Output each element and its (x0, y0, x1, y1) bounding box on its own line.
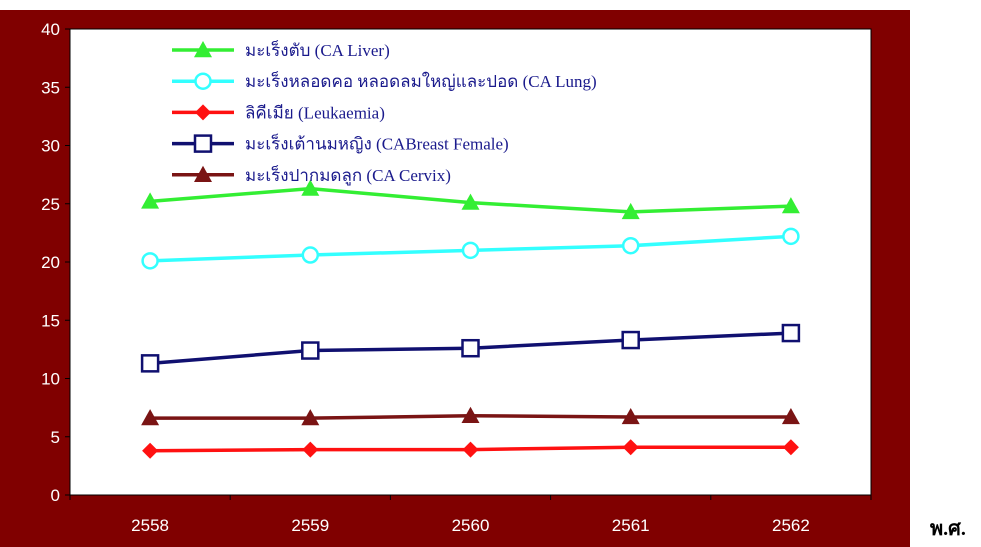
legend-label: มะเร็งเต้านมหญิง (CABreast Female) (245, 133, 509, 154)
legend-label: มะเร็งตับ (CA Liver) (245, 39, 390, 60)
data-point (461, 406, 480, 423)
data-point (141, 192, 160, 209)
legend-item: มะเร็งตับ (CA Liver) (172, 39, 390, 60)
data-point (461, 338, 480, 358)
legend-label: มะเร็งหลอดคอ หลอดลมใหญ่และปอด (CA Lung) (245, 70, 597, 91)
y-tick-label: 25 (41, 195, 60, 214)
legend-item: มะเร็งหลอดคอ หลอดลมใหญ่และปอด (CA Lung) (172, 70, 597, 91)
data-point (622, 439, 639, 456)
legend-marker (194, 72, 212, 90)
data-point (301, 179, 320, 196)
legend-item: มะเร็งปากมดลูก (CA Cervix) (172, 164, 451, 186)
y-tick-label: 35 (41, 78, 60, 97)
legend-marker (193, 134, 213, 153)
legend-marker (194, 165, 212, 182)
data-point (782, 439, 799, 456)
series-1 (141, 179, 800, 220)
data-point (140, 354, 160, 373)
data-point (462, 441, 479, 458)
data-point (142, 442, 159, 459)
data-point (621, 330, 640, 350)
legend-label: ลิคีเมีย (Leukaemia) (245, 103, 385, 122)
legend-item: มะเร็งเต้านมหญิง (CABreast Female) (172, 133, 509, 154)
data-point (782, 227, 800, 246)
y-axis-ticks: 0 5 10 15 20 25 30 35 40 (41, 20, 70, 505)
data-point (461, 241, 480, 260)
legend-marker (194, 41, 212, 58)
data-point (781, 323, 801, 343)
x-tick-label: 2560 (452, 516, 490, 535)
data-point (621, 202, 640, 220)
x-tick-label: 2561 (612, 516, 650, 535)
data-point (781, 197, 800, 214)
legend-item: ลิคีเมีย (Leukaemia) (172, 103, 385, 122)
series-layer (140, 179, 801, 459)
y-tick-label: 15 (41, 311, 60, 330)
legend-marker (195, 104, 211, 121)
y-tick-label: 10 (41, 370, 60, 389)
x-tick-label: 2558 (131, 516, 169, 535)
series-2 (141, 227, 800, 270)
y-tick-label: 30 (41, 137, 60, 156)
data-point (301, 246, 320, 264)
series-5 (141, 406, 800, 426)
data-point (301, 409, 320, 426)
x-tick-label: 2562 (772, 516, 810, 535)
data-point (781, 407, 800, 425)
plot-area (69, 28, 872, 496)
data-point (621, 236, 640, 255)
legend: มะเร็งตับ (CA Liver) มะเร็งหลอดคอ หลอดลมใ… (172, 39, 597, 186)
data-point (302, 441, 319, 458)
series-4 (140, 323, 801, 373)
y-tick-label: 20 (41, 253, 60, 272)
y-tick-label: 5 (51, 428, 60, 447)
y-tick-label: 40 (41, 20, 60, 39)
data-point (141, 252, 159, 270)
x-axis-ticks: 2558 2559 2560 2561 2562 (69, 495, 872, 535)
series-3 (142, 439, 799, 459)
data-point (621, 407, 640, 425)
y-tick-label: 0 (51, 486, 60, 505)
data-point (301, 341, 320, 360)
legend-label: มะเร็งปากมดลูก (CA Cervix) (245, 164, 451, 186)
x-axis-unit-label: พ.ศ. (930, 518, 966, 540)
data-point (461, 193, 480, 210)
data-point (141, 409, 160, 426)
x-tick-label: 2559 (291, 516, 329, 535)
